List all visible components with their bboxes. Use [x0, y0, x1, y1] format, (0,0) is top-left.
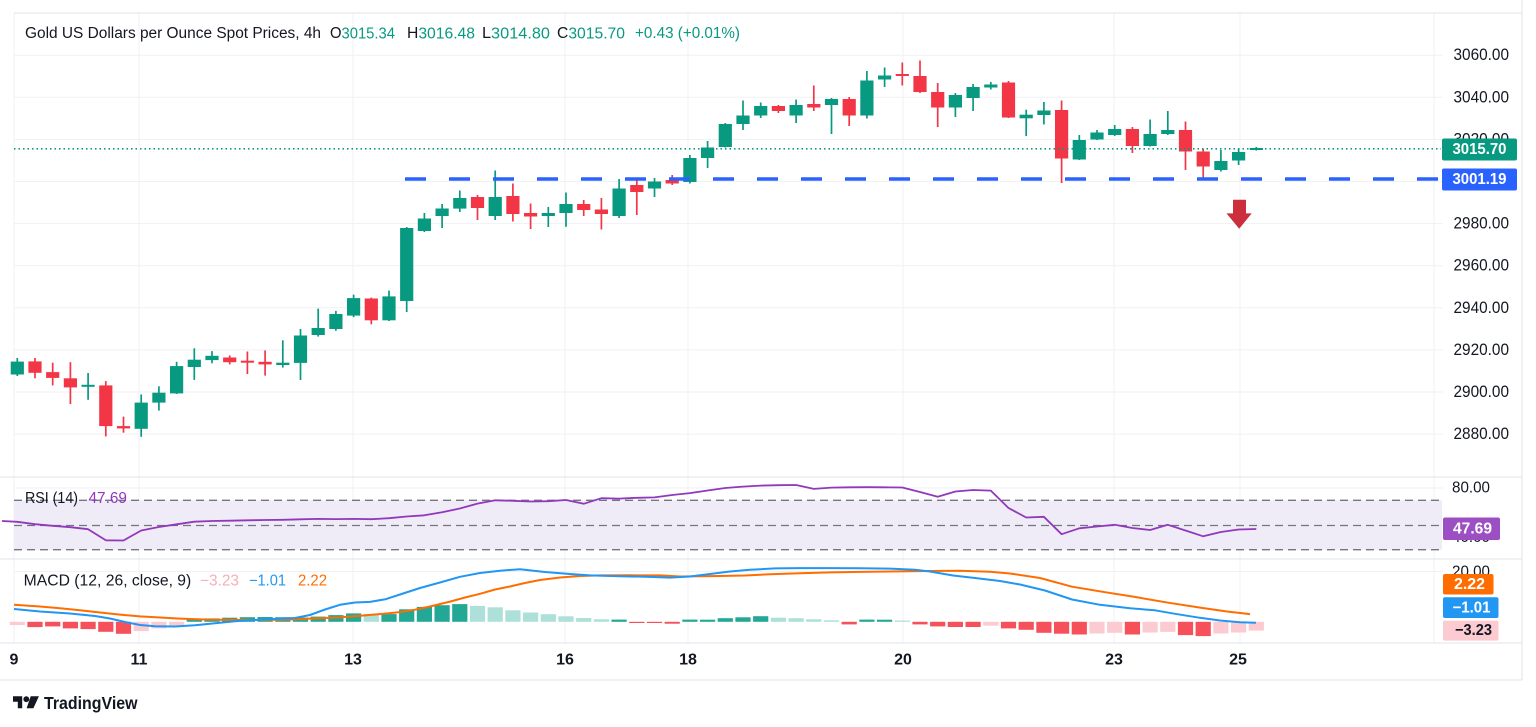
svg-text:H3016.48: H3016.48 — [407, 25, 475, 42]
svg-text:16: 16 — [556, 652, 574, 669]
svg-text:25: 25 — [1229, 652, 1247, 669]
svg-text:13: 13 — [344, 652, 362, 669]
svg-text:2920.00: 2920.00 — [1454, 341, 1510, 359]
svg-text:47.69: 47.69 — [89, 490, 128, 507]
svg-text:47.69: 47.69 — [1453, 520, 1492, 537]
svg-text:−3.23: −3.23 — [200, 573, 239, 590]
svg-text:2.22: 2.22 — [298, 573, 327, 590]
svg-text:3040.00: 3040.00 — [1454, 88, 1510, 106]
svg-text:O3015.34: O3015.34 — [330, 25, 395, 42]
svg-text:Gold US Dollars per Ounce Spot: Gold US Dollars per Ounce Spot Prices, 4… — [25, 25, 321, 42]
svg-text:L3014.80: L3014.80 — [482, 25, 550, 42]
svg-text:2.22: 2.22 — [1454, 576, 1485, 593]
svg-text:C3015.70: C3015.70 — [557, 25, 625, 42]
svg-text:MACD (12, 26, close, 9): MACD (12, 26, close, 9) — [24, 573, 192, 590]
svg-text:20: 20 — [894, 652, 912, 669]
svg-text:11: 11 — [131, 652, 148, 669]
svg-text:9: 9 — [10, 652, 19, 669]
svg-text:2880.00: 2880.00 — [1454, 425, 1510, 443]
svg-text:3001.19: 3001.19 — [1453, 171, 1507, 188]
svg-text:18: 18 — [679, 652, 697, 669]
svg-text:−3.23: −3.23 — [1455, 622, 1492, 639]
svg-text:TradingView: TradingView — [44, 693, 138, 713]
svg-text:2960.00: 2960.00 — [1454, 257, 1510, 275]
svg-text:3060.00: 3060.00 — [1454, 46, 1510, 64]
svg-text:3015.70: 3015.70 — [1453, 141, 1507, 158]
svg-text:+0.43 (+0.01%): +0.43 (+0.01%) — [635, 25, 740, 42]
svg-text:2900.00: 2900.00 — [1454, 383, 1510, 401]
svg-text:2980.00: 2980.00 — [1454, 215, 1510, 233]
svg-text:23: 23 — [1105, 652, 1123, 669]
svg-text:−1.01: −1.01 — [249, 573, 286, 590]
svg-text:RSI (14): RSI (14) — [25, 490, 78, 507]
svg-text:−1.01: −1.01 — [1453, 599, 1491, 616]
svg-text:80.00: 80.00 — [1452, 480, 1490, 497]
svg-text:2940.00: 2940.00 — [1454, 299, 1510, 317]
